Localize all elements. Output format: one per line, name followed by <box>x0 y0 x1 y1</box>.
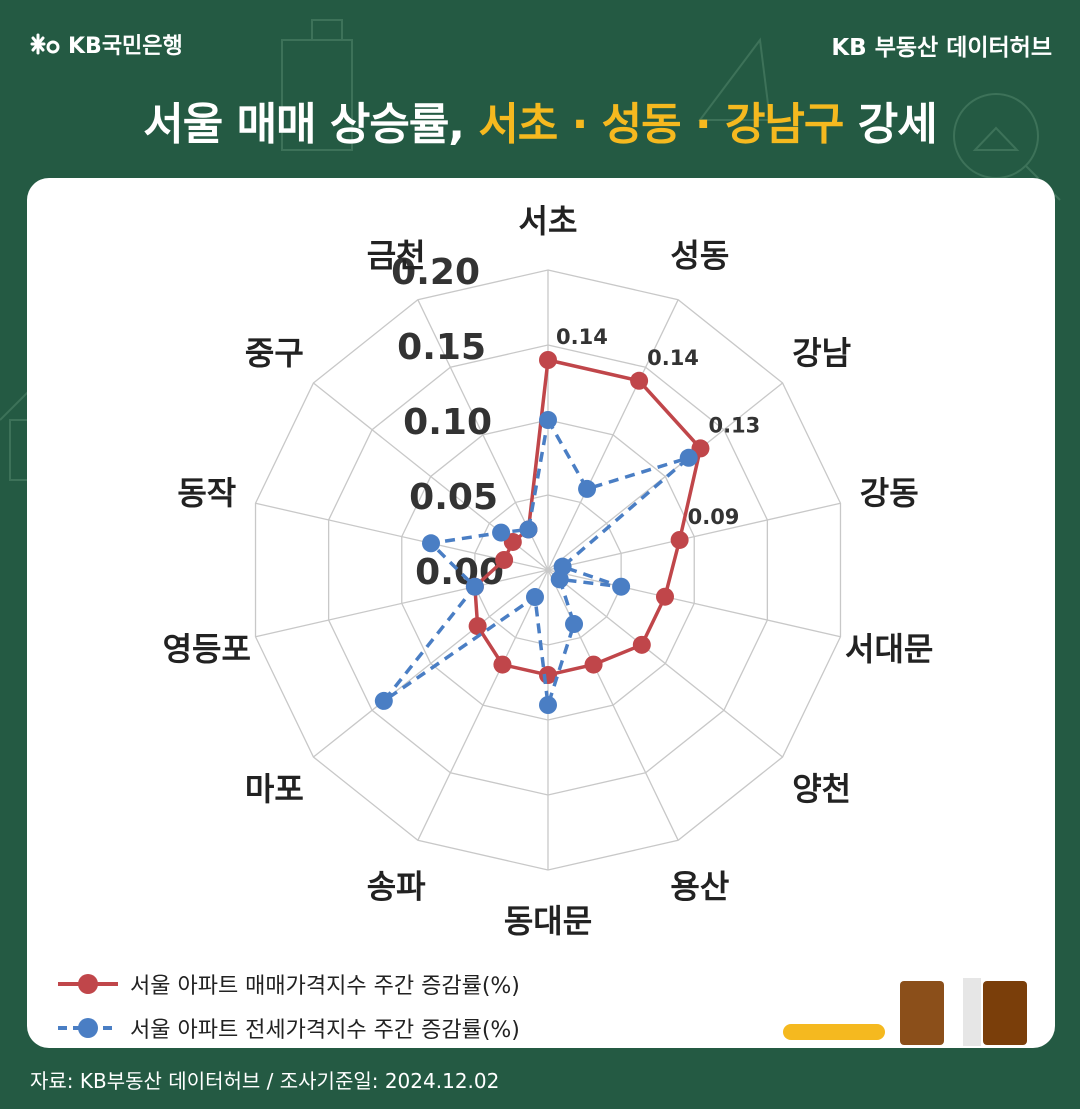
data-point <box>492 523 511 542</box>
page-title: 서울 매매 상승률, 서초 · 성동 · 강남구 강세 <box>0 88 1080 152</box>
legend-item-sale: 서울 아파트 매매가격지수 주간 증감률(%) <box>56 962 520 1006</box>
star-logo-icon <box>30 33 60 55</box>
data-point <box>632 635 651 654</box>
legend-item-jeonse: 서울 아파트 전세가격지수 주간 증감률(%) <box>56 1006 520 1050</box>
title-part1: 서울 매매 상승률, <box>143 99 479 150</box>
radial-tick-label: 0.05 <box>409 477 498 518</box>
data-point <box>468 617 487 636</box>
series-line <box>473 357 703 677</box>
data-label: 0.09 <box>688 505 740 529</box>
category-label: 용산 <box>670 867 729 905</box>
radar-chart: 0.000.050.100.150.20서초성동강남강동서대문양천용산동대문송파… <box>163 202 934 940</box>
legend-swatch-sale <box>58 974 118 994</box>
category-label: 서초 <box>519 202 578 240</box>
data-label: 0.14 <box>556 325 608 349</box>
chart-card: 0.00 0.05 0.10 0.15 0.20 서초 성동 강남 강동 서대문 양천 용산 동대문 송파… <box>27 178 1055 1048</box>
grid-spoke <box>313 569 549 758</box>
category-label: 동작 <box>177 474 236 512</box>
data-point <box>493 655 512 674</box>
data-point <box>422 534 441 553</box>
data-point <box>670 530 689 549</box>
source-note: 자료: KB부동산 데이터허브 / 조사기준일: 2024.12.02 <box>30 1069 500 1093</box>
grid-spoke <box>547 382 783 571</box>
data-point <box>655 587 674 606</box>
series-line <box>382 414 690 706</box>
category-label: 마포 <box>245 770 304 808</box>
radial-tick-label: 0.15 <box>397 327 486 368</box>
legend-swatch-jeonse <box>58 1018 118 1038</box>
title-part2: 강세 <box>843 99 938 150</box>
data-label: 0.14 <box>647 346 699 370</box>
category-label: 금천 <box>367 237 426 275</box>
data-point <box>578 479 597 498</box>
brand-name: KB국민은행 <box>68 34 183 59</box>
data-point <box>525 588 544 607</box>
legend-label-jeonse: 서울 아파트 전세가격지수 주간 증감률(%) <box>130 1018 520 1043</box>
hub-name: KB 부동산 데이터허브 <box>831 35 1052 61</box>
data-point <box>465 577 484 596</box>
category-label: 송파 <box>367 867 426 905</box>
data-point <box>584 655 603 674</box>
data-point <box>550 570 569 589</box>
data-point <box>612 577 631 596</box>
data-point <box>679 448 698 467</box>
decorative-books <box>783 978 1027 1046</box>
data-point <box>630 371 649 390</box>
grid-spoke <box>547 299 679 571</box>
data-point <box>565 615 584 634</box>
category-label: 강남 <box>792 334 851 372</box>
data-point <box>539 351 557 369</box>
grid-spoke <box>547 569 841 638</box>
radial-tick-label: 0.10 <box>403 402 492 443</box>
data-label: 0.13 <box>708 413 760 437</box>
category-label: 강동 <box>860 474 919 512</box>
legend-label-sale: 서울 아파트 매매가격지수 주간 증감률(%) <box>130 974 520 999</box>
category-label: 서대문 <box>845 630 933 668</box>
chart-legend: 서울 아파트 매매가격지수 주간 증감률(%) 서울 아파트 전세가격지수 주간… <box>56 962 520 1050</box>
grid-spoke <box>547 502 841 571</box>
category-label: 중구 <box>245 334 304 372</box>
grid-spoke <box>547 569 783 758</box>
kb-logo: KB국민은행 <box>28 28 183 60</box>
data-point <box>539 411 557 429</box>
category-label: 성동 <box>670 237 729 275</box>
grid-spoke <box>417 569 549 841</box>
data-point <box>374 691 393 710</box>
data-point <box>539 696 557 714</box>
category-label: 동대문 <box>504 902 592 940</box>
category-label: 영등포 <box>163 630 251 668</box>
grid-spoke <box>255 569 549 638</box>
category-label: 양천 <box>792 770 851 808</box>
data-point <box>495 550 514 569</box>
title-highlight: 서초 · 성동 · 강남구 <box>478 99 844 150</box>
data-point <box>519 520 538 539</box>
radial-tick-label: 0.20 <box>391 252 480 293</box>
